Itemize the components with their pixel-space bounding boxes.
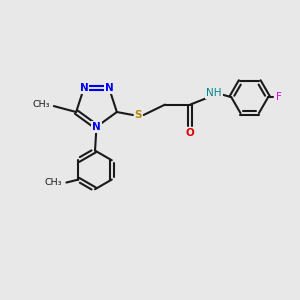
Text: NH: NH [206, 88, 222, 98]
Text: CH₃: CH₃ [44, 178, 62, 187]
Text: CH₃: CH₃ [33, 100, 50, 109]
Text: N: N [80, 83, 88, 93]
Text: S: S [134, 110, 142, 120]
Text: F: F [277, 92, 282, 102]
Text: N: N [92, 122, 101, 132]
Text: O: O [186, 128, 195, 137]
Text: N: N [105, 83, 113, 93]
